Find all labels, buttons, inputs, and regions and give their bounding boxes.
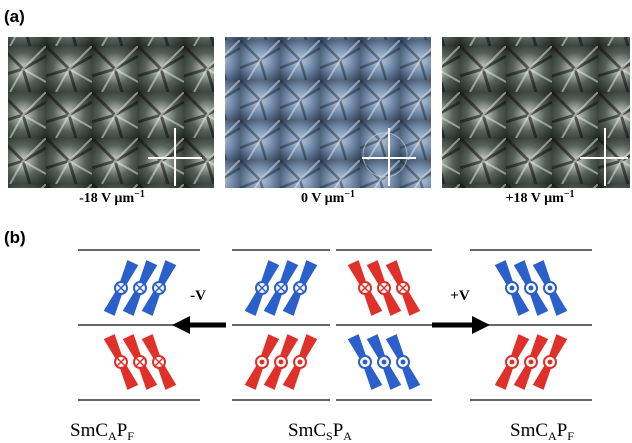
micrograph [442,37,630,188]
dipole-mark [548,360,553,365]
layer-diagram [78,250,592,400]
molecule-group [348,260,421,316]
figure: (a) -18 V µm−1 0 V µm−1 +18 V µm−1 (b) -… [0,0,632,443]
arrow-label: -V [190,288,206,304]
dipole-mark [548,286,553,291]
micrograph [225,37,431,188]
panel-label: (a) [4,7,25,26]
panel-label: (b) [4,228,26,247]
dipole-mark [510,286,515,291]
caption: 0 V µm−1 [301,189,355,206]
molecule-group [495,334,568,390]
caption: +18 V µm−1 [505,189,574,206]
dipole-mark [363,360,368,365]
arrow [432,316,490,334]
arrow-label: +V [450,288,470,304]
molecule-group [104,334,177,390]
phase-name: SmCSPA [288,420,352,443]
phase-name: SmCAPF [70,420,134,443]
molecule-group [245,334,318,390]
dipole-mark [401,360,406,365]
dipole-mark [260,360,265,365]
dipole-mark [529,360,534,365]
phase-name: SmCAPF [510,420,574,443]
dipole-mark [279,360,284,365]
molecule-group [245,260,318,316]
dipole-mark [529,286,534,291]
caption: -18 V µm−1 [79,189,145,206]
dipole-mark [298,360,303,365]
arrow [172,316,226,334]
molecule-group [495,260,568,316]
micrograph [8,37,214,188]
dipole-mark [382,360,387,365]
dipole-mark [510,360,515,365]
molecule-group [348,334,421,390]
molecule-group [104,260,177,316]
